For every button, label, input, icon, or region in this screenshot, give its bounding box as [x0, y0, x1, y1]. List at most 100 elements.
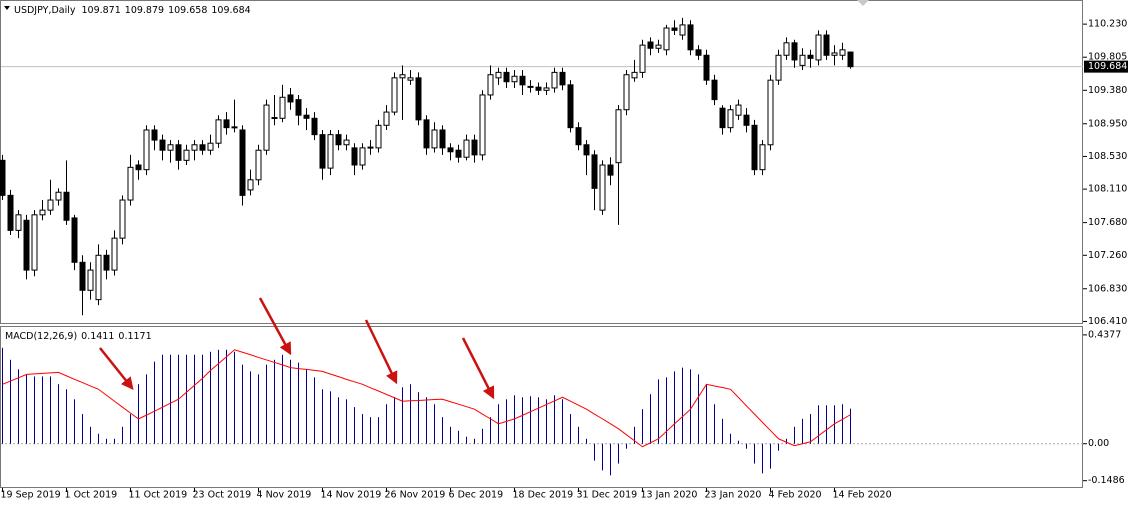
shift-marker: [857, 0, 869, 6]
x-tick-label: 23 Oct 2019: [193, 490, 252, 501]
macd-value: 0.1411: [81, 331, 114, 342]
candle-body: [127, 166, 134, 201]
candle-body: [823, 34, 830, 56]
symbol-title: USDJPY,Daily: [14, 5, 76, 16]
open-value: 109.871: [81, 5, 120, 16]
candle-body: [847, 51, 854, 68]
candle-body: [319, 134, 326, 169]
candle-body: [119, 199, 126, 239]
x-tick-label: 14 Feb 2020: [833, 490, 892, 501]
candle-body: [471, 139, 478, 156]
candle-body: [167, 144, 174, 151]
candle-body: [599, 164, 606, 211]
candle-body: [807, 54, 814, 59]
candle-body: [207, 142, 214, 151]
candle-body: [183, 149, 190, 161]
low-value: 109.658: [168, 5, 207, 16]
candle-body: [695, 49, 702, 56]
candle-body: [503, 71, 510, 83]
arrow: [364, 319, 398, 385]
x-tick-label: 18 Dec 2019: [513, 490, 574, 501]
candle-body: [151, 129, 158, 141]
candle-body: [647, 41, 654, 49]
candle-body: [511, 75, 518, 83]
candle-body: [719, 107, 726, 129]
candle-body: [111, 237, 118, 271]
price-header: USDJPY,Daily 109.871 109.879 109.658 109.684: [14, 5, 251, 16]
candle-body: [271, 117, 278, 120]
candle-body: [199, 144, 206, 151]
candle-body: [23, 219, 30, 271]
candle-body: [7, 194, 14, 231]
x-tick-label: 4 Nov 2019: [257, 490, 312, 501]
candle-body: [535, 86, 542, 91]
x-tick-label: 11 Oct 2019: [129, 490, 188, 501]
candle-body: [0, 159, 6, 196]
candle-body: [327, 134, 334, 169]
signal-value: 0.1171: [118, 331, 151, 342]
candle-body: [607, 164, 614, 176]
plot-area: 19 Sep 2019 1 Oct 2019 11 Oct 2019 23 Oct 2…: [0, 17, 1128, 501]
candle-body: [671, 27, 678, 31]
candle-body: [559, 71, 566, 86]
arrow: [99, 347, 134, 390]
candle-body: [55, 191, 62, 201]
x-tick-label: 14 Nov 2019: [321, 490, 382, 501]
candle-body: [407, 77, 414, 81]
y-tick-label: 108.530: [1088, 151, 1127, 162]
macd-title: MACD(12,26,9): [5, 331, 77, 342]
candle-body: [231, 126, 238, 129]
arrow: [258, 297, 292, 356]
candle-body: [391, 77, 398, 113]
x-tick-label: 19 Sep 2019: [1, 490, 61, 501]
panel-toggle[interactable]: [4, 6, 10, 10]
candle-body: [423, 119, 430, 149]
candle-body: [415, 77, 422, 121]
x-tick-label: 6 Dec 2019: [449, 490, 504, 501]
candle-body: [343, 139, 350, 146]
y-tick-label: 106.830: [1088, 283, 1127, 294]
candle-body: [47, 199, 54, 211]
candle-body: [383, 111, 390, 126]
candle-body: [367, 146, 374, 149]
candle-body: [63, 191, 70, 221]
x-tick-label: 13 Jan 2020: [641, 490, 698, 501]
candle-body: [279, 96, 286, 119]
high-value: 109.879: [125, 5, 164, 16]
candle-body: [223, 119, 230, 129]
candle-body: [359, 147, 366, 166]
candle-body: [711, 79, 718, 101]
candle-body: [815, 34, 822, 61]
candle-body: [375, 124, 382, 149]
macd-header: MACD(12,26,9) 0.1411 0.1171: [5, 331, 152, 342]
candle-body: [439, 129, 446, 149]
candle-body: [551, 71, 558, 89]
y-tick-label: 106.410: [1088, 316, 1127, 327]
candle-body: [751, 124, 758, 171]
candle-body: [159, 139, 166, 151]
candle-body: [311, 117, 318, 136]
y-tick-label: 110.230: [1088, 19, 1127, 30]
candle-body: [447, 147, 454, 153]
candle-body: [143, 129, 150, 171]
candle-body: [703, 54, 710, 81]
candle-body: [791, 42, 798, 61]
candle-body: [479, 94, 486, 156]
price-tag: [1084, 60, 1128, 73]
candle-body: [39, 209, 46, 216]
candle-body: [31, 214, 38, 271]
y-tick-label: 107.680: [1088, 217, 1127, 228]
candle-body: [687, 24, 694, 51]
candle-body: [463, 139, 470, 158]
y-tick-label: 0.4377: [1088, 329, 1121, 340]
candle-body: [543, 87, 550, 91]
candle-body: [135, 164, 142, 171]
close-value: 109.684: [211, 5, 250, 16]
candle-body: [799, 54, 806, 66]
candle-body: [239, 129, 246, 196]
annotation-arrows: [99, 297, 495, 400]
candle-body: [575, 127, 582, 146]
candle-body: [679, 24, 686, 36]
y-tick-label: 108.110: [1088, 184, 1127, 195]
